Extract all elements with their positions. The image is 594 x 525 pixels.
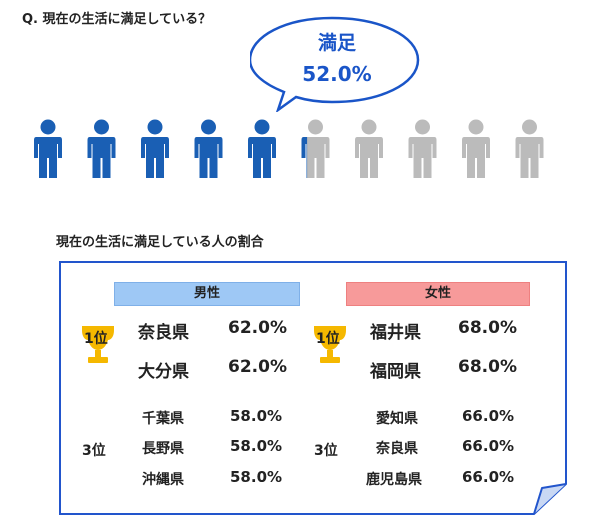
male-rank3-pref: 長野県 — [142, 441, 184, 457]
person-pictogram-row — [34, 119, 544, 178]
trophy-icon — [82, 326, 114, 363]
female-rank1-value: 68.0% — [458, 318, 517, 338]
female-rank1-pref: 福井県 — [370, 323, 421, 343]
male-rank3-value: 58.0% — [230, 468, 283, 486]
person-icon — [408, 119, 437, 178]
male-rank3-pref: 千葉県 — [142, 411, 184, 427]
male-rank3-value: 58.0% — [230, 437, 283, 455]
question-title: Q. 現在の生活に満足している？ — [22, 12, 212, 27]
female-rank3-value: 66.0% — [462, 437, 515, 455]
female-rank1-label: 1位 — [316, 331, 340, 347]
male-rank1-pref: 大分県 — [138, 362, 189, 382]
male-rank1-value: 62.0% — [228, 318, 287, 338]
female-rank1-value: 68.0% — [458, 357, 517, 377]
male-rank1-pref: 奈良県 — [138, 323, 189, 343]
female-rank3-value: 66.0% — [462, 407, 515, 425]
female-rank3-value: 66.0% — [462, 468, 515, 486]
speech-bubble — [250, 16, 420, 112]
male-rank3-label: 3位 — [82, 443, 106, 459]
male-rank3-value: 58.0% — [230, 407, 283, 425]
bubble-label: 満足 — [317, 32, 356, 54]
table-title: 現在の生活に満足している人の割合 — [56, 235, 264, 250]
person-icon — [87, 119, 116, 178]
female-rank3-pref: 奈良県 — [376, 441, 418, 457]
bubble-percent: 52.0% — [302, 62, 372, 86]
person-icon — [34, 119, 62, 178]
person-icon — [462, 119, 490, 178]
person-icon — [301, 119, 330, 178]
person-icon — [141, 119, 169, 178]
female-rank3-label: 3位 — [314, 443, 338, 459]
female-rank3-pref: 鹿児島県 — [366, 472, 422, 488]
person-icon — [248, 119, 276, 178]
person-icon — [515, 119, 544, 178]
female-rank3-pref: 愛知県 — [376, 411, 418, 427]
trophy-icon — [314, 326, 346, 363]
male-rank3-pref: 沖縄県 — [142, 472, 184, 488]
male-header: 男性 — [114, 282, 300, 306]
male-rank1-value: 62.0% — [228, 357, 287, 377]
person-icon — [355, 119, 383, 178]
female-rank1-pref: 福岡県 — [370, 362, 421, 382]
female-header: 女性 — [346, 282, 530, 306]
person-icon — [194, 119, 223, 178]
male-rank1-label: 1位 — [84, 331, 108, 347]
